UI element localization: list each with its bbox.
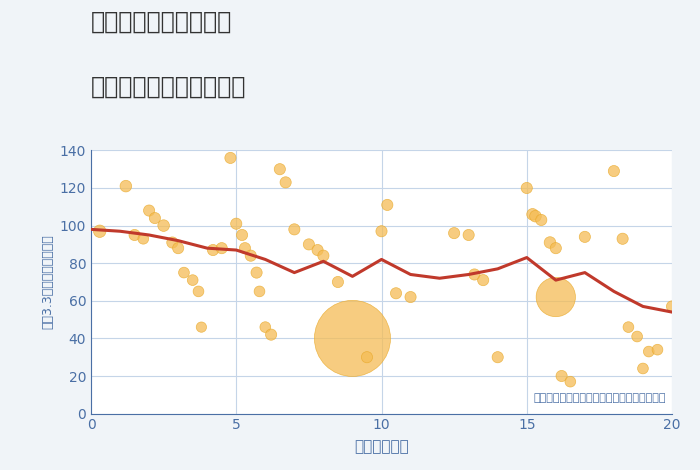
Point <box>469 271 480 278</box>
X-axis label: 駅距離（分）: 駅距離（分） <box>354 439 409 454</box>
Point <box>652 346 663 353</box>
Point <box>260 323 271 331</box>
Point <box>303 241 314 248</box>
Point <box>265 331 276 338</box>
Point <box>318 252 329 259</box>
Point <box>120 182 132 190</box>
Point <box>239 244 251 252</box>
Point <box>94 227 105 235</box>
Point <box>237 231 248 239</box>
Text: 千葉県松戸市大金平の: 千葉県松戸市大金平の <box>91 9 232 33</box>
Point <box>550 244 561 252</box>
Point <box>251 269 262 276</box>
Point <box>580 233 591 241</box>
Point <box>138 235 149 243</box>
Point <box>144 207 155 214</box>
Point <box>617 235 628 243</box>
Point <box>550 293 561 301</box>
Point <box>245 252 256 259</box>
Point <box>521 184 532 192</box>
Point <box>556 372 567 380</box>
Point <box>449 229 460 237</box>
Point <box>332 278 344 286</box>
Text: 駅距離別中古戸建て価格: 駅距離別中古戸建て価格 <box>91 75 246 99</box>
Point <box>193 288 204 295</box>
Point <box>280 179 291 186</box>
Point <box>536 216 547 224</box>
Point <box>167 239 178 246</box>
Point <box>545 239 556 246</box>
Point <box>623 323 634 331</box>
Point <box>274 165 286 173</box>
Point <box>178 269 190 276</box>
Point <box>361 353 372 361</box>
Point <box>346 335 358 342</box>
Point <box>254 288 265 295</box>
Point <box>391 290 402 297</box>
Point <box>643 348 655 355</box>
Point <box>129 231 140 239</box>
Point <box>638 365 649 372</box>
Point <box>149 214 160 222</box>
Point <box>376 227 387 235</box>
Point <box>666 303 678 310</box>
Text: 円の大きさは、取引のあった物件面積を示す: 円の大きさは、取引のあった物件面積を示す <box>533 393 666 403</box>
Point <box>312 246 323 254</box>
Point <box>158 222 169 229</box>
Point <box>216 244 228 252</box>
Point <box>530 212 541 220</box>
Point <box>492 353 503 361</box>
Point <box>477 276 489 284</box>
Point <box>289 226 300 233</box>
Point <box>231 220 242 227</box>
Point <box>631 333 643 340</box>
Point <box>382 201 393 209</box>
Point <box>187 276 198 284</box>
Point <box>463 231 475 239</box>
Point <box>527 211 538 218</box>
Point <box>207 246 218 254</box>
Point <box>172 244 183 252</box>
Point <box>196 323 207 331</box>
Point <box>608 167 620 175</box>
Point <box>565 378 576 385</box>
Y-axis label: 坪（3.3㎡）単価（万円）: 坪（3.3㎡）単価（万円） <box>41 235 54 329</box>
Point <box>405 293 416 301</box>
Point <box>225 154 236 162</box>
